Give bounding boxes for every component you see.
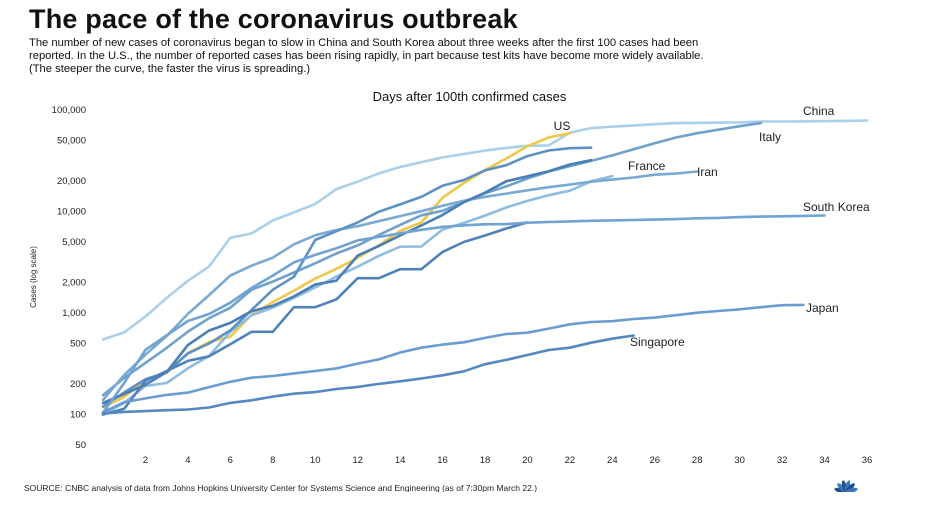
source-note: SOURCE: CNBC analysis of data from Johns… — [24, 483, 538, 492]
series-line-iran — [101, 170, 699, 402]
y-tick-label: 500 — [70, 339, 86, 350]
series-label-france: France — [628, 159, 666, 173]
y-tick-label: 100,000 — [52, 105, 86, 116]
y-tick-label: 50 — [75, 440, 86, 451]
series-label-singapore: Singapore — [630, 335, 685, 349]
x-tick-label: 8 — [270, 455, 275, 466]
nbc-peacock-icon — [834, 480, 858, 492]
y-tick-label: 20,000 — [57, 176, 86, 187]
x-tick-label: 18 — [480, 455, 491, 466]
x-tick-label: 24 — [607, 455, 618, 466]
peacock-feather — [834, 487, 847, 492]
y-axis-label: Cases (log scale) — [29, 246, 38, 308]
series-label-south-korea: South Korea — [803, 200, 870, 214]
y-tick-label: 50,000 — [57, 136, 86, 147]
x-tick-label: 26 — [649, 455, 660, 466]
y-tick-label: 2,000 — [62, 277, 86, 288]
x-tick-label: 2 — [143, 455, 148, 466]
peacock-feather — [845, 487, 858, 492]
subtitle: The number of new cases of coronavirus b… — [29, 37, 909, 76]
series-line-singapore — [101, 334, 635, 415]
x-tick-label: 32 — [777, 455, 788, 466]
series-line-spain — [101, 146, 593, 408]
y-tick-label: 100 — [70, 409, 86, 420]
y-tick-label: 5,000 — [62, 237, 86, 248]
chart-title: Days after 100th confirmed cases — [372, 89, 567, 104]
subtitle-line-2: reported. In the U.S., the number of rep… — [29, 50, 704, 62]
y-tick-label: 10,000 — [57, 206, 86, 217]
series-line-switzerland — [101, 221, 529, 416]
series-line-japan — [101, 303, 805, 414]
x-tick-label: 6 — [228, 455, 233, 466]
x-tick-label: 36 — [862, 455, 873, 466]
page-title: The pace of the coronavirus outbreak — [29, 4, 518, 34]
series-line-china — [101, 119, 869, 341]
subtitle-line-1: The number of new cases of coronavirus b… — [29, 37, 699, 49]
subtitle-line-3: (The steeper the curve, the faster the v… — [29, 63, 311, 75]
series-label-italy: Italy — [759, 130, 781, 144]
y-tick-label: 1,000 — [62, 308, 86, 319]
x-tick-label: 20 — [522, 455, 533, 466]
series-label-iran: Iran — [697, 165, 718, 179]
series-label-japan: Japan — [806, 301, 839, 315]
x-tick-label: 4 — [185, 455, 190, 466]
x-tick-label: 10 — [310, 455, 321, 466]
x-tick-label: 14 — [395, 455, 406, 466]
series-label-us: US — [554, 119, 571, 133]
series-line-germany — [101, 158, 593, 405]
y-tick-label: 200 — [70, 379, 86, 390]
x-tick-label: 30 — [734, 455, 745, 466]
x-tick-label: 34 — [819, 455, 830, 466]
x-tick-label: 16 — [437, 455, 448, 466]
series-label-china: China — [803, 104, 835, 118]
series-line-italy — [101, 121, 763, 397]
x-tick-label: 28 — [692, 455, 703, 466]
series-line-south-korea — [101, 214, 826, 415]
x-tick-label: 22 — [565, 455, 576, 466]
line-chart: 100,000 50,000 20,000 10,000 5,000 2,000 1,000… — [29, 104, 873, 466]
x-tick-label: 12 — [352, 455, 363, 466]
series-line-france — [101, 174, 614, 416]
peacock-feather — [844, 480, 851, 492]
